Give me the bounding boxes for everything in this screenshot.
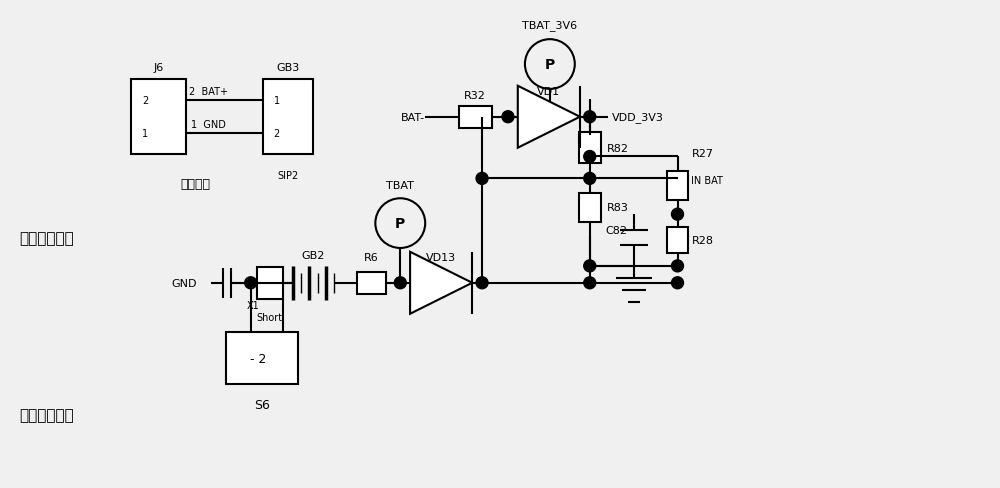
Text: R27: R27 [691,148,713,158]
Bar [131,80,186,154]
Bar [667,172,688,201]
Bar [257,267,283,299]
Text: GND: GND [171,278,197,288]
Text: 內部電池選用: 內部電池選用 [19,407,74,423]
Text: TBAT: TBAT [386,181,414,191]
Text: VDD_3V3: VDD_3V3 [612,112,664,123]
Text: 1  GND: 1 GND [191,120,226,129]
Circle shape [672,277,683,289]
Text: R83: R83 [607,203,629,213]
Text: - 2: - 2 [250,352,266,365]
Text: R28: R28 [691,236,713,245]
Bar [263,80,313,154]
Text: 2  BAT+: 2 BAT+ [189,87,228,97]
Text: P: P [395,217,405,231]
Bar [579,133,601,163]
Text: IN BAT: IN BAT [691,176,723,186]
Circle shape [476,173,488,185]
Circle shape [584,112,596,123]
Text: VD13: VD13 [426,252,456,263]
Bar [226,333,298,385]
Circle shape [584,151,596,163]
Text: VD1: VD1 [537,87,560,97]
Text: J6: J6 [153,63,164,73]
Text: 2: 2 [273,128,280,139]
Text: R32: R32 [464,91,486,101]
Circle shape [476,277,488,289]
Text: 外部電池選用: 外部電池選用 [19,231,74,246]
Text: TBAT_3V6: TBAT_3V6 [522,20,577,31]
Text: S6: S6 [254,398,270,411]
Text: 2: 2 [142,96,148,105]
Text: 1: 1 [274,96,280,105]
Text: 外置電池: 外置電池 [181,178,211,190]
Circle shape [584,277,596,289]
Bar [459,106,492,128]
Text: R6: R6 [364,252,379,263]
Bar [667,227,688,253]
Text: 1: 1 [142,128,148,139]
Text: P: P [545,58,555,72]
Circle shape [672,261,683,272]
Polygon shape [518,86,580,148]
Bar [579,193,601,222]
Text: C82: C82 [606,225,628,235]
Text: R82: R82 [607,143,629,153]
Text: GB2: GB2 [302,250,325,261]
Polygon shape [410,252,472,314]
Text: X1: X1 [246,300,259,310]
Text: GB3: GB3 [276,63,299,73]
Text: BAT-: BAT- [401,113,425,122]
Circle shape [245,277,257,289]
Circle shape [672,209,683,221]
Text: SIP2: SIP2 [277,171,298,181]
Circle shape [584,261,596,272]
Bar [357,272,386,294]
Circle shape [394,277,406,289]
Circle shape [502,112,514,123]
Text: Short: Short [257,312,283,322]
Circle shape [584,173,596,185]
